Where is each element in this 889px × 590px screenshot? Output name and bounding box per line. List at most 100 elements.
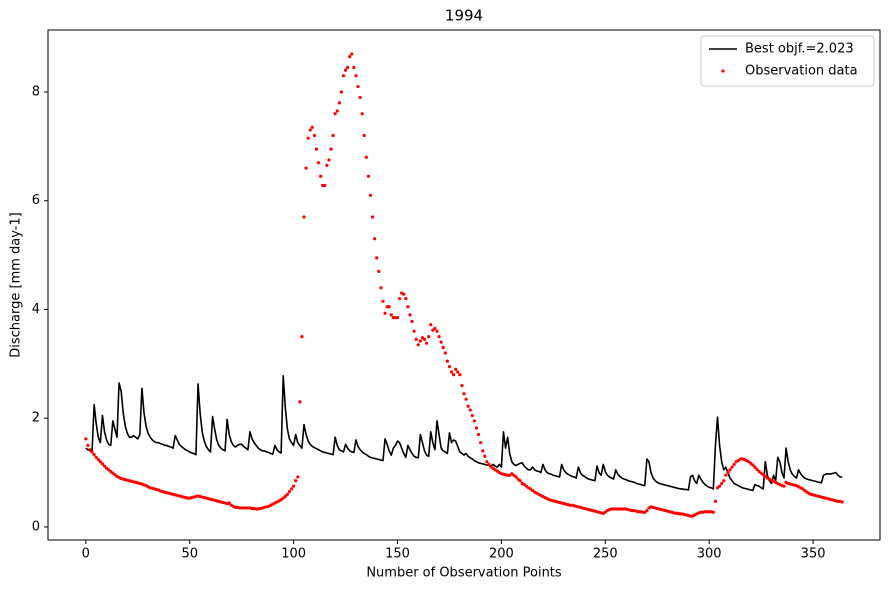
data-point — [339, 90, 344, 94]
data-point — [375, 256, 379, 260]
data-point — [408, 313, 412, 317]
data-point — [227, 501, 231, 505]
data-point — [362, 133, 366, 138]
data-point — [348, 55, 352, 59]
data-point — [456, 370, 460, 374]
data-point — [283, 494, 287, 499]
x-tick-label: 0 — [82, 547, 90, 562]
data-point — [377, 269, 381, 274]
data-point — [395, 316, 400, 320]
data-point — [354, 74, 358, 78]
data-point — [470, 413, 474, 418]
data-point — [327, 158, 331, 162]
x-tick-label: 150 — [385, 547, 410, 562]
data-point — [424, 341, 429, 345]
data-point — [713, 499, 718, 503]
data-point — [711, 510, 715, 514]
data-point — [466, 404, 470, 408]
data-point — [98, 460, 102, 464]
x-tick-label: 200 — [489, 547, 514, 562]
data-point — [90, 450, 94, 454]
data-line — [85, 375, 843, 492]
data-point — [402, 292, 406, 296]
data-point — [439, 340, 443, 344]
data-point — [302, 215, 306, 219]
data-point — [487, 462, 491, 467]
data-point — [337, 101, 341, 105]
data-point — [312, 133, 316, 138]
data-point — [443, 351, 447, 355]
data-point — [416, 343, 420, 347]
data-point — [100, 462, 105, 466]
data-point — [296, 475, 300, 479]
data-point — [406, 305, 410, 309]
data-point — [86, 443, 90, 447]
data-point — [360, 112, 364, 116]
data-point — [464, 397, 468, 401]
data-point — [289, 487, 294, 491]
data-point — [341, 74, 346, 78]
data-point — [454, 367, 458, 371]
data-point — [782, 484, 786, 488]
data-point — [840, 500, 844, 504]
data-point — [346, 65, 350, 70]
data-point — [308, 128, 312, 132]
data-point — [358, 95, 362, 100]
data-point — [84, 437, 88, 441]
data-point — [343, 68, 348, 72]
legend-label: Observation data — [745, 64, 858, 79]
x-tick-label: 300 — [697, 547, 722, 562]
data-point — [304, 166, 308, 170]
data-point — [730, 465, 734, 469]
data-point — [306, 136, 310, 140]
data-point — [383, 311, 387, 315]
data-point — [441, 345, 445, 350]
data-point — [298, 400, 302, 404]
data-point — [645, 509, 649, 513]
data-point — [732, 462, 736, 467]
data-point — [518, 479, 522, 483]
data-point — [418, 339, 422, 343]
data-point — [373, 237, 377, 241]
data-point — [485, 460, 489, 464]
data-point — [481, 449, 485, 453]
legend-swatch — [721, 69, 725, 73]
data-point — [458, 373, 462, 377]
data-point — [331, 133, 335, 138]
x-tick-label: 50 — [181, 547, 198, 562]
legend-label: Best objf.=2.023 — [745, 42, 854, 57]
data-point — [300, 335, 304, 339]
y-tick-label: 8 — [32, 84, 40, 99]
data-point — [404, 296, 408, 301]
x-tick-label: 250 — [593, 547, 618, 562]
y-tick-label: 0 — [32, 519, 40, 534]
data-point — [387, 305, 391, 309]
data-point — [433, 326, 437, 331]
data-point — [319, 174, 323, 178]
data-point — [323, 183, 327, 188]
data-point — [285, 492, 289, 496]
data-point — [333, 112, 337, 116]
legend-box — [700, 35, 875, 87]
data-point — [325, 163, 329, 167]
data-point — [96, 457, 100, 462]
y-tick-label: 4 — [32, 302, 40, 317]
data-point — [427, 335, 431, 339]
data-point — [292, 484, 296, 488]
data-point — [476, 432, 481, 437]
y-tick-label: 2 — [32, 411, 40, 426]
data-point — [447, 364, 452, 369]
x-tick-label: 100 — [281, 547, 306, 562]
data-point — [92, 453, 96, 457]
data-point — [726, 470, 730, 475]
data-point — [389, 313, 393, 317]
data-point — [753, 465, 757, 469]
data-point — [452, 373, 456, 377]
chart-title: 1994 — [445, 7, 483, 25]
data-point — [410, 319, 414, 324]
data-point — [717, 484, 722, 488]
plot-area — [84, 52, 844, 518]
y-tick-label: 6 — [32, 193, 40, 208]
data-point — [483, 454, 487, 458]
